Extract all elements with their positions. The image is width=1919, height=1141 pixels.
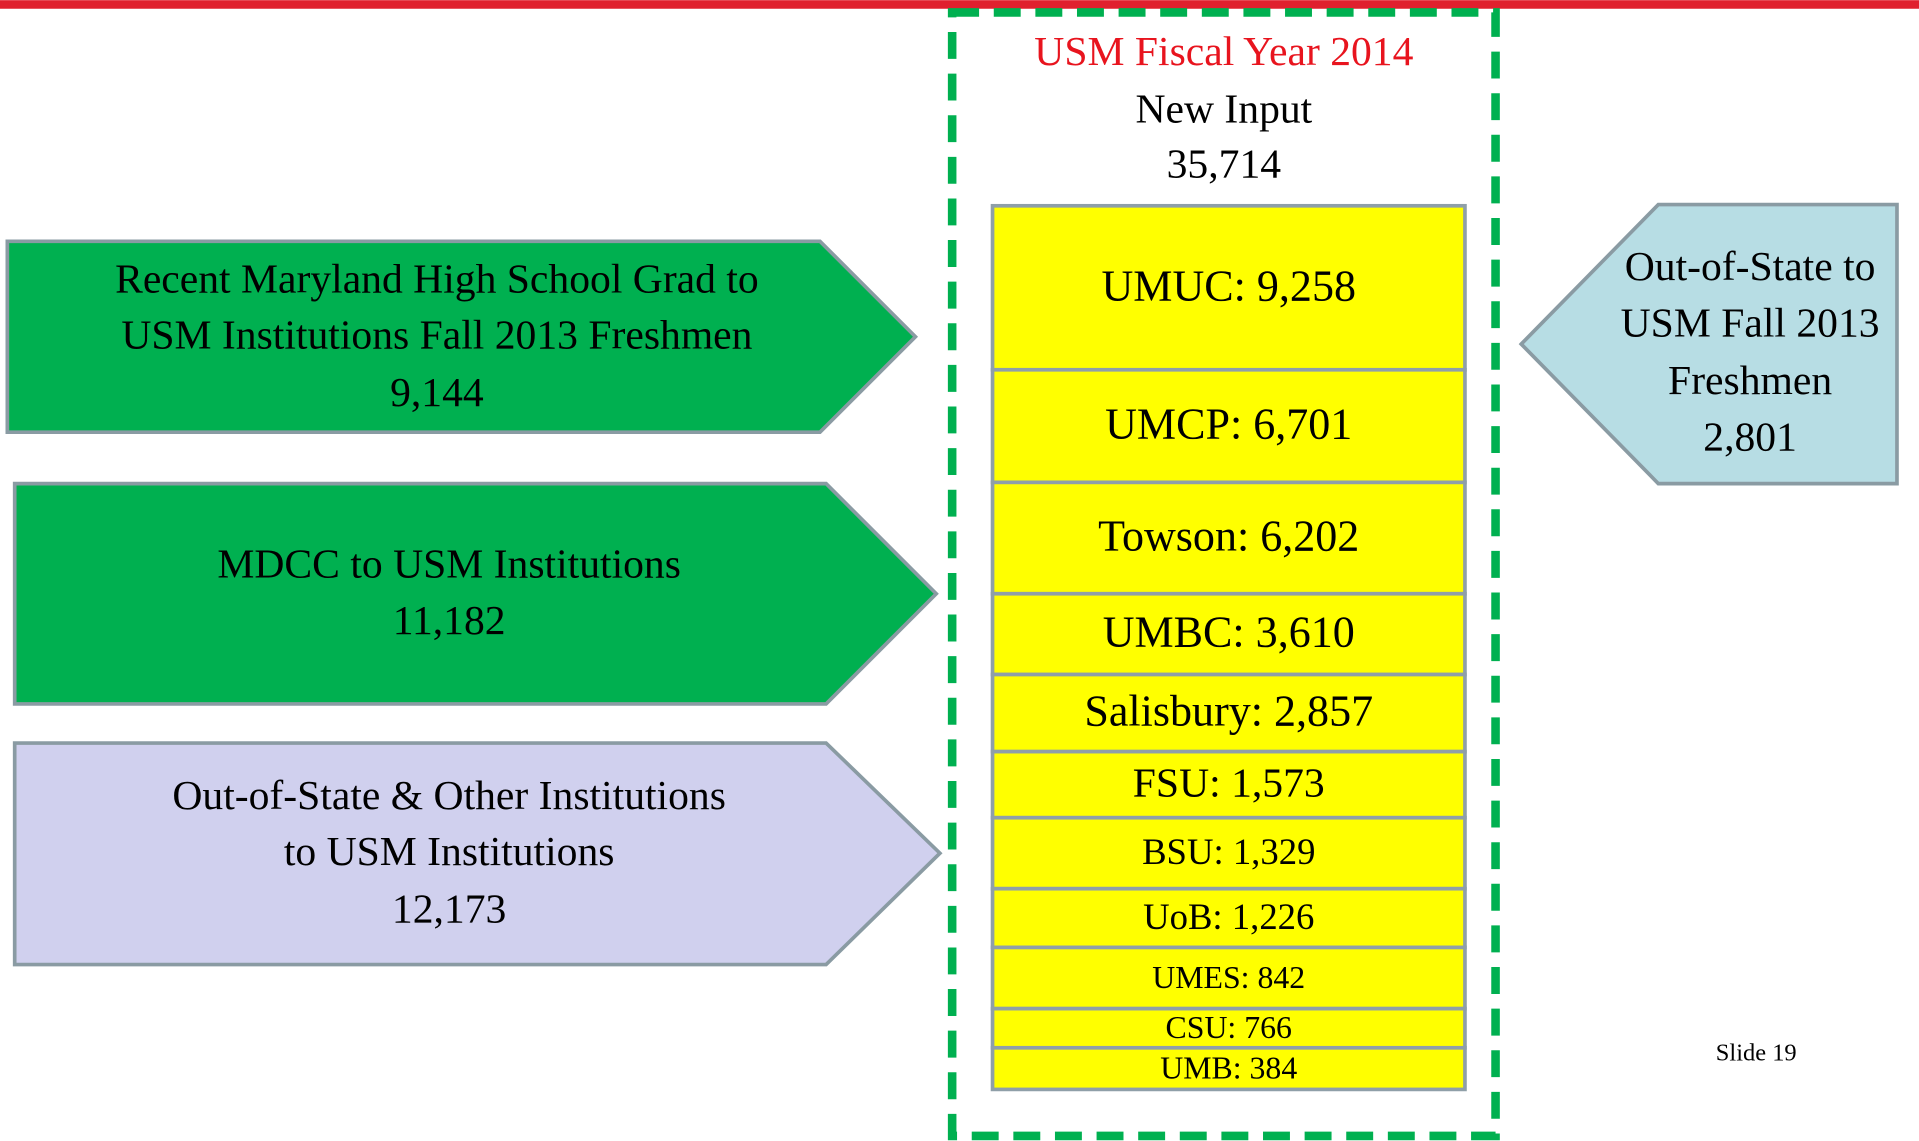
input-text: 12,173: [392, 887, 506, 933]
input-text: to USM Institutions: [284, 829, 615, 875]
institution-stack: UMUC: 9,258 UMCP: 6,701 Towson: 6,202 UMBC:…: [990, 203, 1467, 1092]
input-text: 2,801: [1703, 414, 1797, 460]
input-text: USM Institutions Fall 2013 Freshmen: [121, 313, 752, 359]
input-text: Freshmen: [1668, 358, 1832, 404]
institution-label: BSU: 1,329: [1142, 831, 1315, 872]
institution-label: FSU: 1,573: [1133, 761, 1325, 807]
input-arrow: [1518, 202, 1899, 486]
input-text: USM Fall 2013: [1621, 301, 1880, 347]
top-bar: [0, 0, 1919, 9]
institution-label: Towson: 6,202: [1098, 512, 1359, 561]
institution-box: [990, 672, 1467, 754]
institution-label: UMCP: 6,701: [1105, 400, 1352, 449]
subtitle: New Input: [1135, 86, 1312, 132]
slide-number: Slide 19: [1716, 1040, 1797, 1067]
institution-label: UMUC: 9,258: [1101, 261, 1356, 310]
dashed-frame: [947, 8, 1500, 1141]
input-text: Recent Maryland High School Grad to: [115, 256, 759, 302]
institution-label: UoB: 1,226: [1143, 896, 1314, 937]
institution-label: CSU: 766: [1166, 1010, 1292, 1045]
institution-box: [990, 367, 1467, 485]
input-arrow: [5, 239, 919, 435]
institution-label: Salisbury: 2,857: [1084, 687, 1373, 736]
institution-box: [990, 749, 1467, 820]
input-text: 9,144: [390, 370, 484, 416]
institution-label: UMBC: 3,610: [1103, 608, 1355, 657]
institution-box: [990, 1045, 1467, 1092]
institution-box: [990, 945, 1467, 1011]
input-text: MDCC to USM Institutions: [217, 542, 681, 588]
input-text: 11,182: [393, 598, 506, 644]
institution-box: [990, 815, 1467, 891]
input-arrow: [12, 741, 943, 967]
institution-box: [990, 591, 1467, 677]
input-arrow: [12, 481, 939, 706]
institution-label: UMES: 842: [1152, 960, 1305, 995]
institution-box: [990, 1006, 1467, 1050]
institution-box: [990, 480, 1467, 596]
input-text: Out-of-State & Other Institutions: [172, 773, 726, 819]
input-text: Out-of-State to: [1625, 244, 1876, 290]
institution-box: [990, 886, 1467, 950]
total: 35,714: [1167, 141, 1282, 187]
title: USM Fiscal Year 2014: [1034, 29, 1413, 75]
institution-label: UMB: 384: [1160, 1050, 1297, 1085]
